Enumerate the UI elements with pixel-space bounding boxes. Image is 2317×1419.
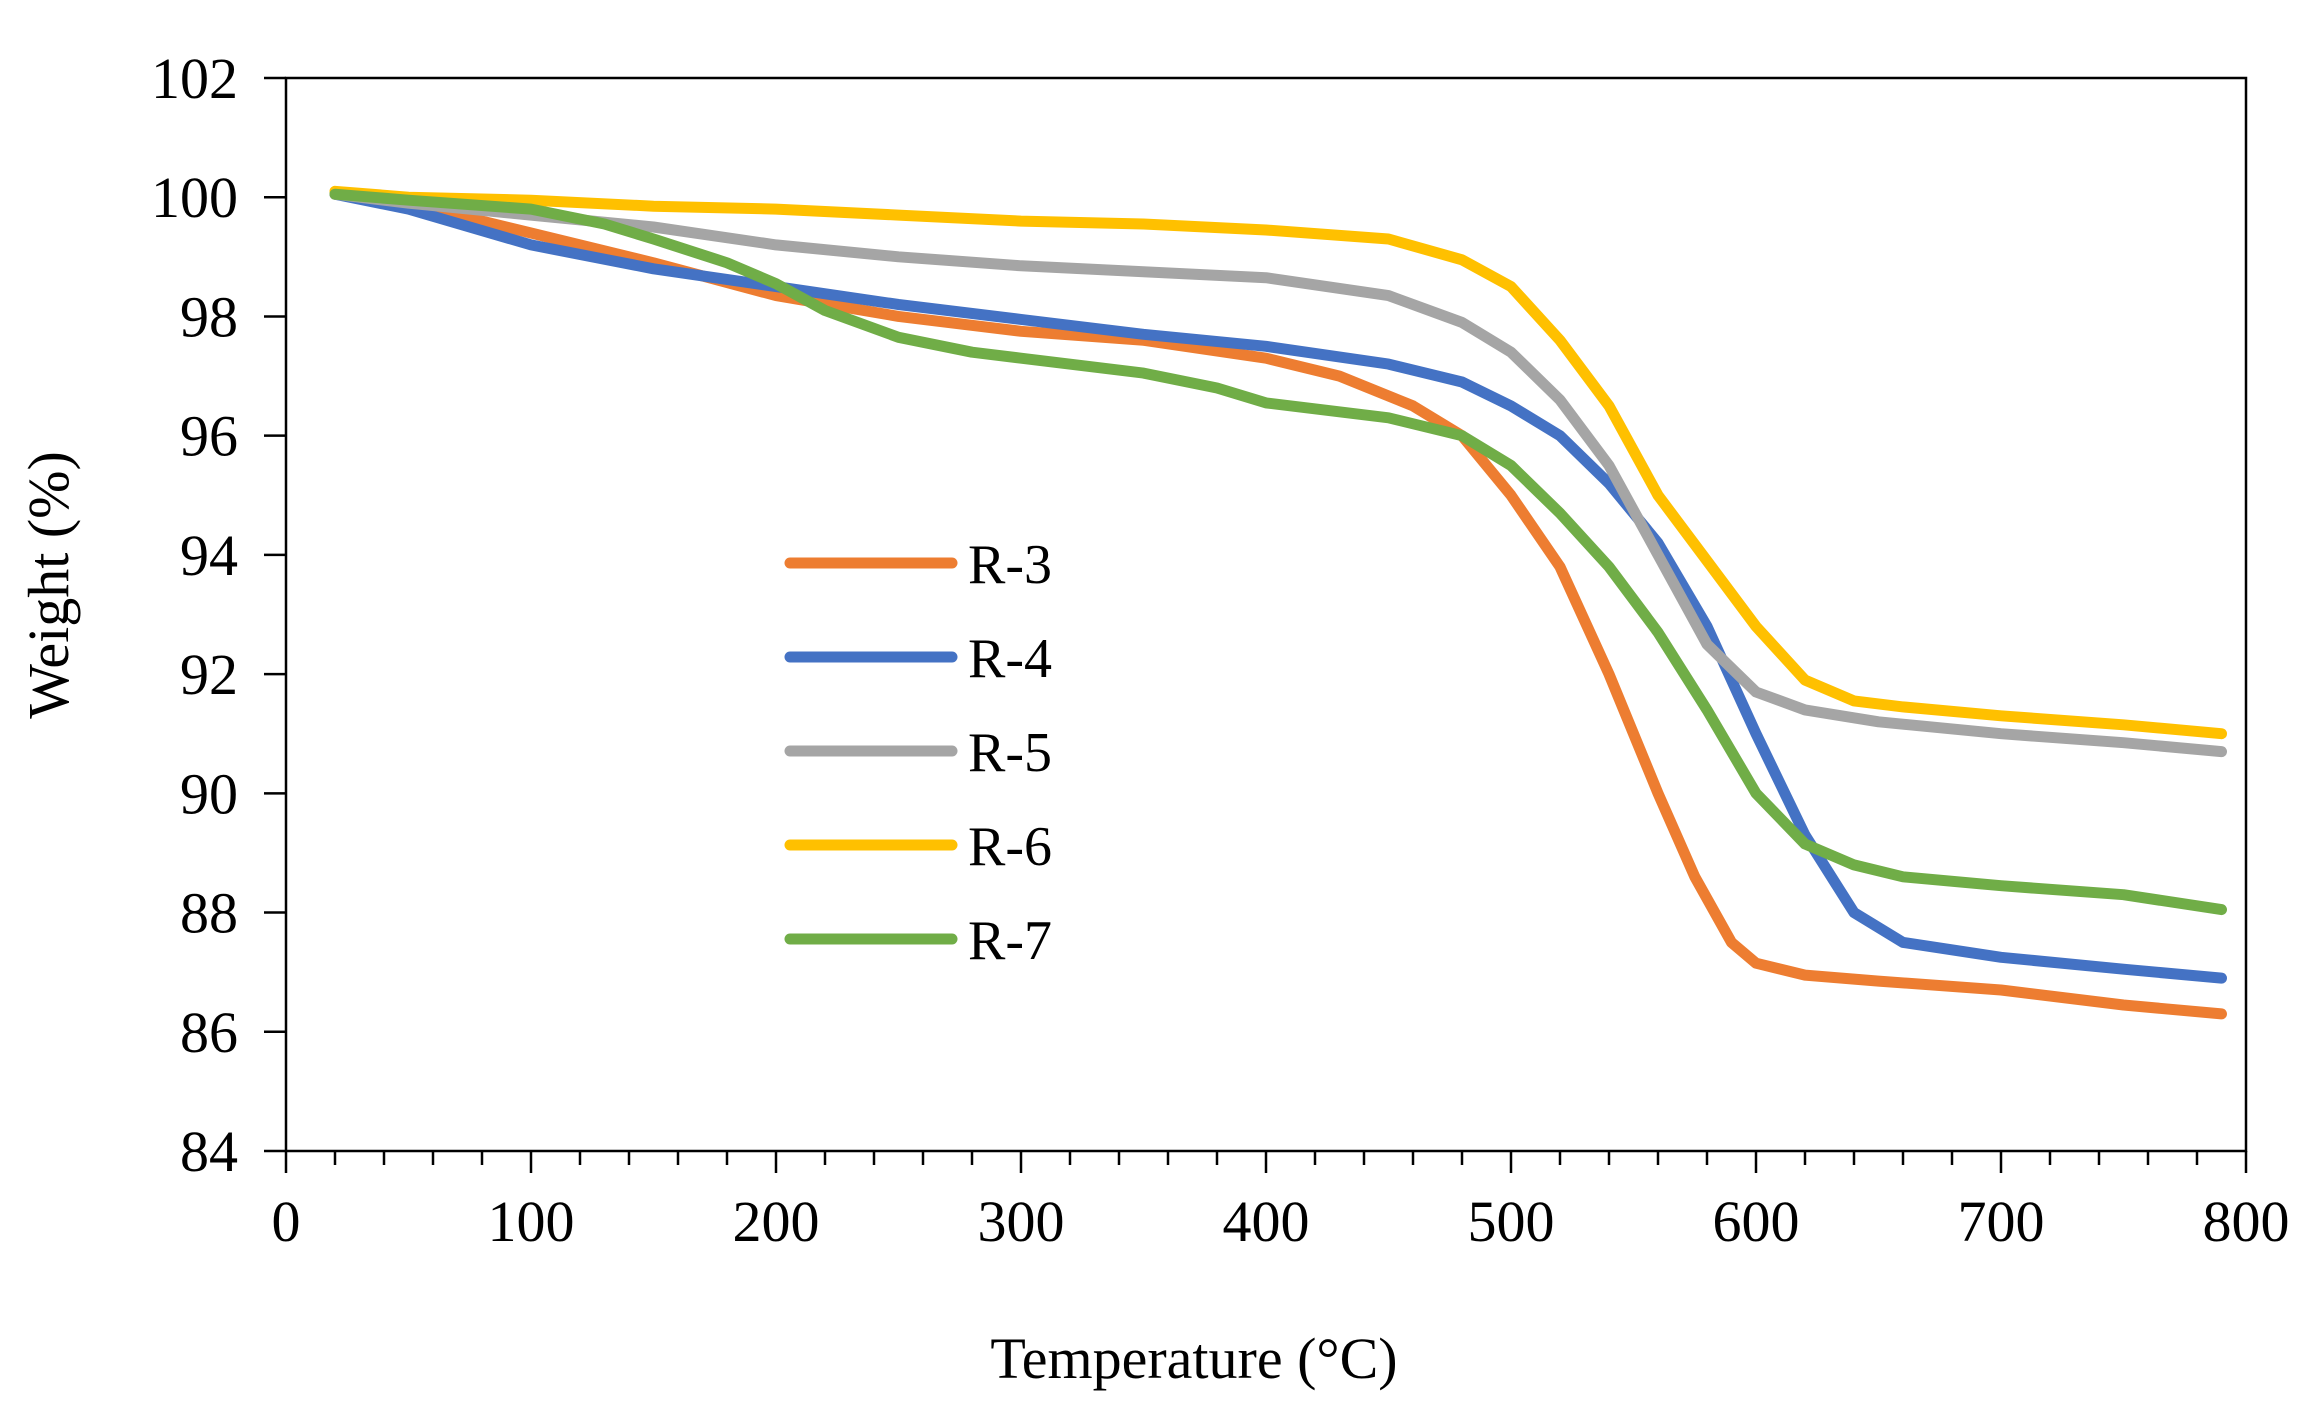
y-tick-label: 86: [180, 1000, 238, 1065]
series-layer: [329, 185, 2227, 1020]
x-tick-label: 500: [1468, 1189, 1555, 1254]
y-tick-label: 94: [180, 523, 238, 588]
y-tick-label: 96: [180, 404, 238, 469]
x-tick-label: 200: [733, 1189, 820, 1254]
x-tick-label: 0: [272, 1189, 301, 1254]
legend: R-3 R-4 R-5 R-6 R-7: [784, 534, 1052, 972]
y-axis-title: Weight (%): [16, 451, 81, 719]
y-tick-label: 102: [151, 46, 238, 111]
legend-label-r-7: R-7: [968, 910, 1052, 972]
series-line-r-3: [329, 188, 2227, 1020]
x-tick-label: 600: [1713, 1189, 1800, 1254]
x-axis: 0 100 200 300 400 500 600 700 800: [272, 1151, 2290, 1254]
x-tick-label: 400: [1223, 1189, 1310, 1254]
x-tick-label: 800: [2203, 1189, 2290, 1254]
legend-label-r-5: R-5: [968, 722, 1052, 784]
legend-label-r-4: R-4: [968, 628, 1052, 690]
y-axis: 84 86 88 90 92 94 96 98 100 102: [151, 46, 286, 1184]
legend-label-r-3: R-3: [968, 534, 1052, 596]
y-tick-label: 90: [180, 761, 238, 826]
y-tick-label: 100: [151, 165, 238, 230]
series-line-r-6: [329, 185, 2227, 740]
x-axis-title: Temperature (°C): [990, 1326, 1397, 1391]
y-tick-label: 92: [180, 642, 238, 707]
x-tick-label: 100: [488, 1189, 575, 1254]
series-line-r-4: [329, 188, 2227, 984]
x-tick-label: 300: [978, 1189, 1065, 1254]
y-tick-label: 98: [180, 284, 238, 349]
x-tick-label: 700: [1958, 1189, 2045, 1254]
series-line-r-7: [329, 188, 2227, 916]
legend-label-r-6: R-6: [968, 816, 1052, 878]
y-tick-label: 84: [180, 1119, 238, 1184]
series-line-r-5: [329, 188, 2227, 758]
y-tick-label: 88: [180, 881, 238, 946]
